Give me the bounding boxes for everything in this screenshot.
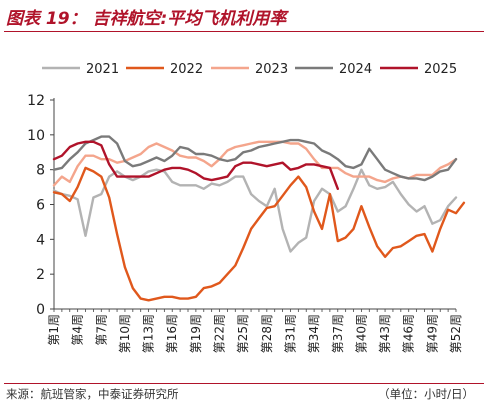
y-tick-label: 10 (27, 128, 45, 144)
title-divider (4, 31, 484, 32)
y-tick-label: 12 (27, 93, 45, 109)
x-tick-label: 第25周 (236, 314, 250, 353)
y-tick-label: 4 (36, 232, 45, 248)
y-tick-label: 0 (36, 302, 45, 318)
x-tick-label: 第40周 (354, 314, 368, 353)
series-line-2021 (52, 168, 458, 253)
series-line-2022 (52, 166, 466, 302)
x-tick-label: 第1周 (47, 314, 61, 346)
x-tick-label: 第16周 (165, 314, 179, 353)
series-line-2024 (52, 135, 458, 182)
footer-divider (4, 383, 484, 384)
x-tick-label: 第37周 (331, 314, 345, 353)
x-tick-label: 第28周 (260, 314, 274, 353)
x-tick-label: 第19周 (189, 314, 203, 353)
legend-label-2025: 2025 (424, 62, 457, 77)
y-tick-label: 6 (36, 198, 45, 214)
y-tick-label: 8 (36, 163, 45, 179)
unit-note: （单位：小时/日） (378, 387, 474, 401)
chart-legend: 2021 2022 2023 2024 2025 (42, 62, 457, 77)
x-tick-label: 第13周 (142, 314, 156, 353)
x-tick-label: 第49周 (425, 314, 439, 353)
source-note: 来源：航班管家，中泰证券研究所 (6, 387, 179, 401)
series-line-2025 (52, 140, 339, 191)
legend-label-2021: 2021 (86, 62, 119, 77)
legend-label-2023: 2023 (255, 62, 288, 77)
legend-label-2022: 2022 (170, 62, 203, 77)
x-tick-label: 第46周 (402, 314, 416, 353)
x-tick-label: 第4周 (71, 314, 85, 346)
legend-label-2024: 2024 (339, 62, 372, 77)
x-tick-label: 第10周 (118, 314, 132, 353)
y-tick-label: 2 (36, 267, 45, 283)
x-tick-label: 第7周 (94, 314, 108, 346)
x-tick-label: 第43周 (378, 314, 392, 353)
x-tick-label: 第34周 (307, 314, 321, 353)
chart-title: 图表 19： 吉祥航空:平均飞机利用率 (6, 9, 287, 29)
series-line-2023 (52, 140, 458, 187)
x-tick-label: 第22周 (213, 314, 227, 353)
x-tick-label: 第52周 (449, 314, 463, 353)
chart-plot-area (52, 135, 466, 302)
x-tick-label: 第31周 (283, 314, 297, 353)
